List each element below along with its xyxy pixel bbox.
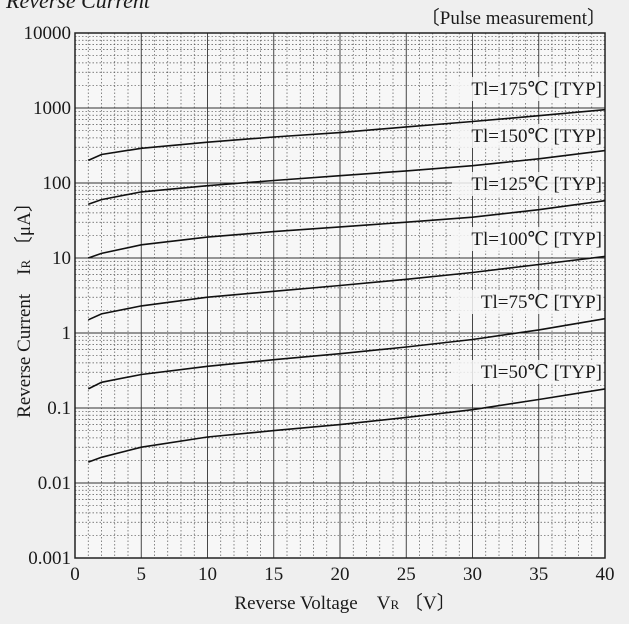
- series-label: Tl=175℃ [TYP]: [471, 79, 602, 100]
- y-tick-label: 1000: [33, 98, 71, 119]
- x-tick-label: 35: [529, 564, 548, 585]
- y-tick-label: 100: [43, 173, 72, 194]
- series-label-bg: [452, 360, 602, 384]
- y-tick-label: 10: [52, 248, 71, 269]
- series-label-bg: [452, 290, 602, 314]
- x-tick-label: 0: [70, 564, 80, 585]
- x-tick-label: 40: [596, 564, 615, 585]
- series-label-bg: [452, 172, 602, 196]
- series-line: [88, 388, 606, 463]
- series-label-bg: [452, 124, 602, 148]
- series-label: Tl=150℃ [TYP]: [471, 126, 602, 147]
- x-axis-label: Reverse Voltage VR 〔V〕: [234, 592, 455, 614]
- y-tick-label: 1: [62, 323, 72, 344]
- x-tick-label: 15: [264, 564, 283, 585]
- x-tick-label: 10: [198, 564, 217, 585]
- chart-title: Reverse Current: [5, 0, 151, 13]
- y-tick-label: 0.01: [38, 473, 71, 494]
- y-tick-label: 10000: [24, 23, 72, 44]
- series-line: [88, 149, 606, 206]
- series-line: [87, 317, 606, 390]
- measurement-note: 〔Pulse measurement〕: [421, 7, 606, 29]
- series-label-bg: [452, 227, 602, 251]
- y-tick-label: 0.1: [47, 398, 71, 419]
- series-line: [87, 108, 606, 162]
- labels: 0 5 10 15 20 25 30 35 40 0.001 0.01 0.1 1 10 100 1000 10…: [5, 0, 615, 614]
- x-tick-label: 5: [137, 564, 147, 585]
- series-line: [87, 255, 606, 321]
- series-line: [88, 199, 606, 259]
- series-label: Tl=100℃ [TYP]: [471, 229, 602, 250]
- x-tick-label: 25: [397, 564, 416, 585]
- series-label-bg: [452, 77, 602, 101]
- series-label: Tl=125℃ [TYP]: [471, 174, 602, 195]
- x-tick-label: 30: [463, 564, 482, 585]
- series-lines: [87, 108, 606, 463]
- series-label: Tl=50℃ [TYP]: [481, 362, 602, 383]
- y-axis-label: Reverse Current IR 〔μA〕: [13, 193, 35, 418]
- plot-frame: [74, 32, 606, 559]
- series-label: Tl=75℃ [TYP]: [481, 292, 602, 313]
- x-tick-label: 20: [331, 564, 350, 585]
- y-tick-label: 0.001: [28, 548, 71, 569]
